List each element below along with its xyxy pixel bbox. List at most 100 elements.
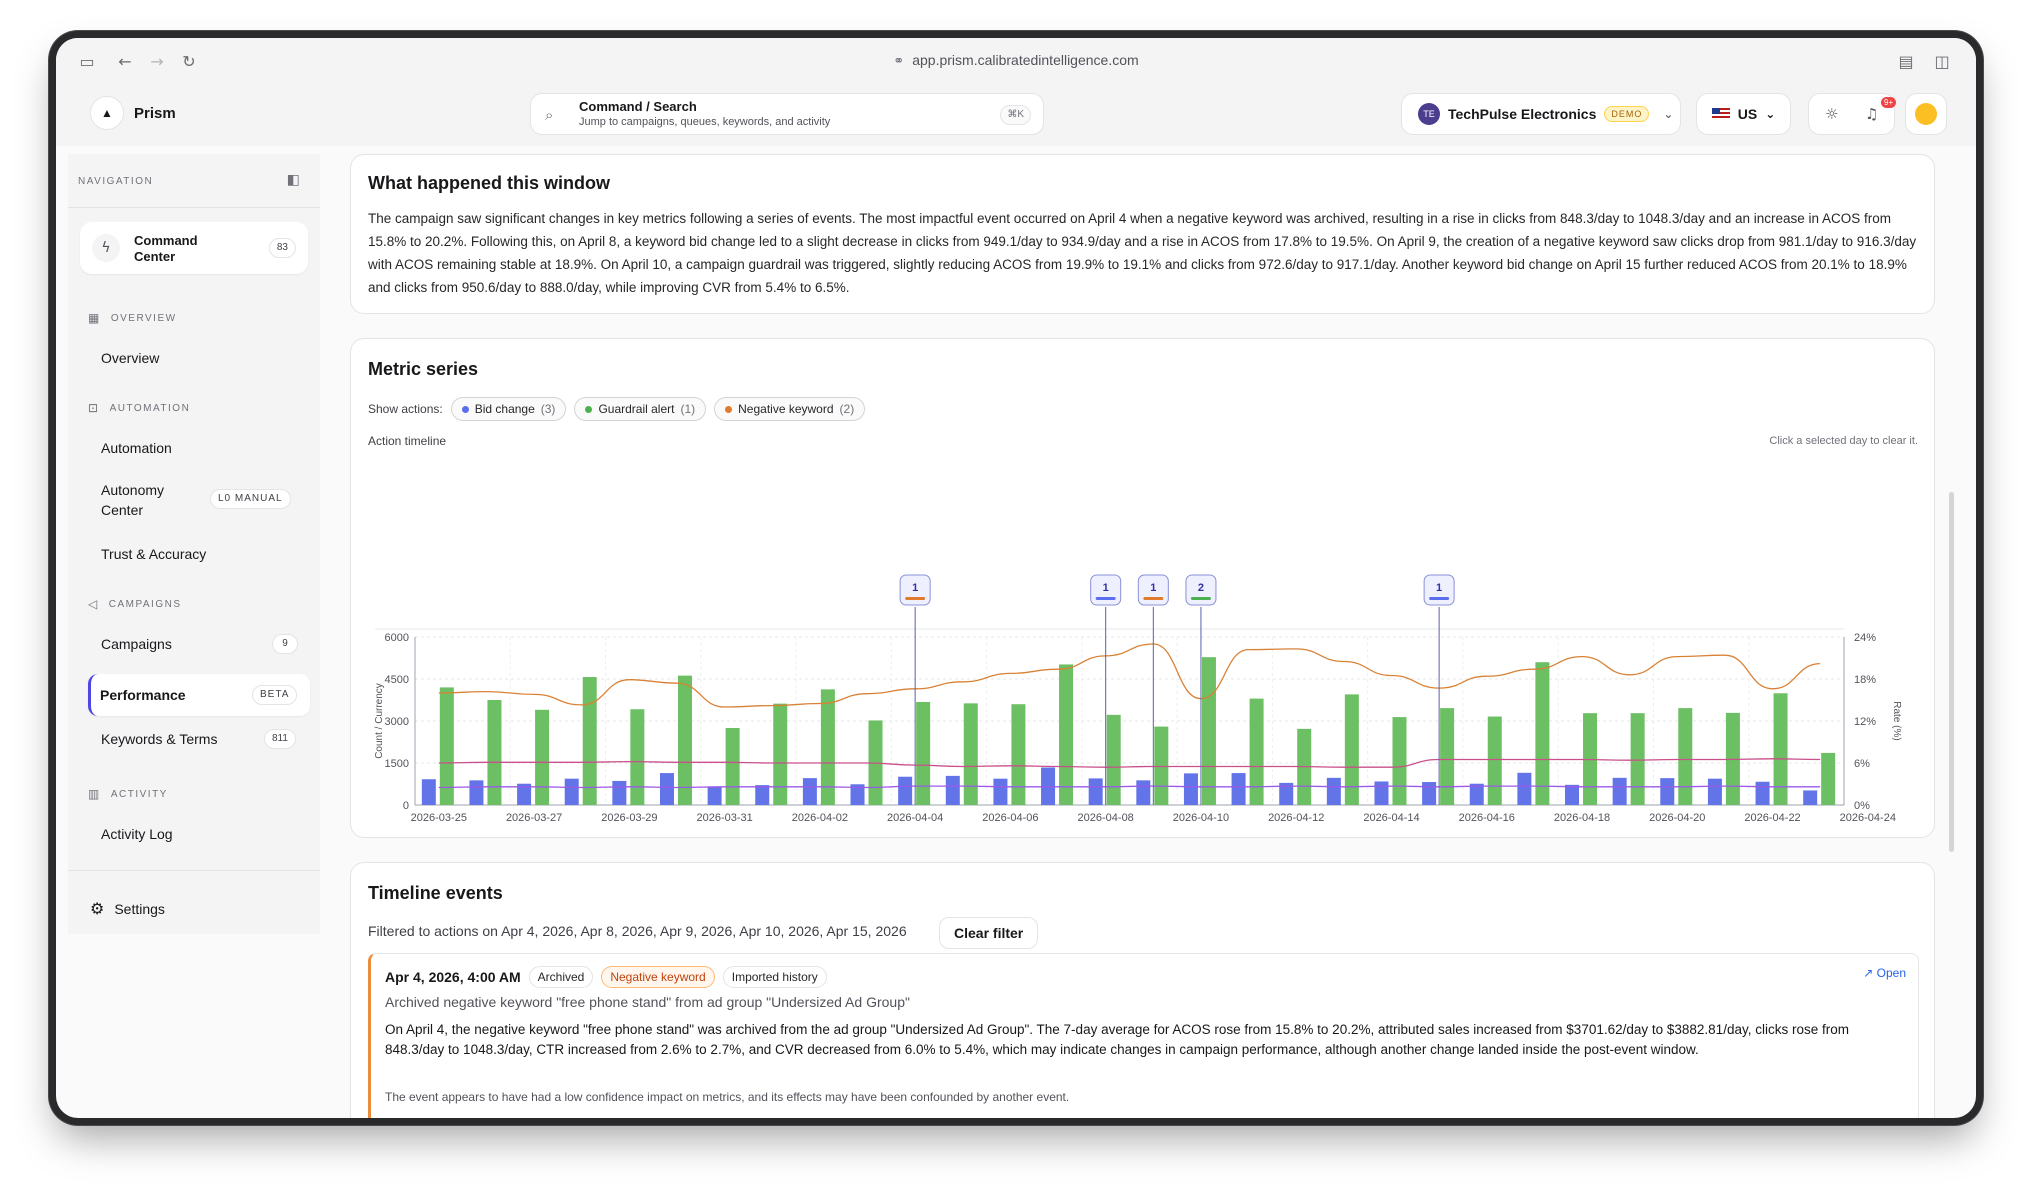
x-tick-label: 2026-03-27 xyxy=(506,812,562,824)
x-tick-label: 2026-04-12 xyxy=(1268,812,1324,824)
divider xyxy=(68,870,320,871)
performance-label: Performance xyxy=(100,687,186,703)
action-timeline-label: Action timeline xyxy=(368,434,447,448)
account-name: TechPulse Electronics xyxy=(1448,106,1597,122)
bar-attributed-sales xyxy=(1678,708,1693,805)
command-search[interactable]: ⌕ Command / Search Jump to campaigns, qu… xyxy=(530,93,1044,135)
open-event-link[interactable]: ↗ Open xyxy=(1863,966,1906,980)
x-tick-label: 2026-04-18 xyxy=(1554,812,1610,824)
timeline-card: Timeline events Filtered to actions on A… xyxy=(350,862,1935,1118)
clear-filter-button[interactable]: Clear filter xyxy=(939,917,1039,949)
event-date: Apr 4, 2026, 4:00 AM xyxy=(385,969,521,985)
clear-hint: Click a selected day to clear it. xyxy=(1769,435,1918,447)
command-center-item[interactable]: ϟ Command Center 83 xyxy=(80,222,308,274)
bar-attributed-sales xyxy=(1440,708,1455,805)
forward-arrow-icon[interactable]: → xyxy=(150,52,164,71)
browser-window: ▭ ← → ↻ ⚭ app.prism.calibratedintelligenc… xyxy=(56,38,1976,1118)
sidebar-item-autonomy-center[interactable]: Autonomy Center xyxy=(101,482,165,518)
summary-text: The campaign saw significant changes in … xyxy=(368,211,1917,295)
split-view-icon[interactable]: ◫ xyxy=(1934,52,1950,71)
filter-label: Bid change xyxy=(474,402,535,416)
bar-clicks xyxy=(898,776,913,805)
filter-negative-keyword[interactable]: Negative keyword (2) xyxy=(714,397,866,421)
sidebar-item-overview[interactable]: Overview xyxy=(101,350,160,366)
bar-attributed-sales xyxy=(677,675,692,805)
bid-change-dot xyxy=(461,405,469,413)
app-name: Prism xyxy=(134,104,176,122)
reader-icon[interactable]: ▤ xyxy=(1898,52,1914,71)
section-overview-label: OVERVIEW xyxy=(110,312,177,324)
reload-icon[interactable]: ↻ xyxy=(182,52,196,71)
timeline-filter-text: Filtered to actions on Apr 4, 2026, Apr … xyxy=(368,923,907,939)
x-tick-label: 2026-04-14 xyxy=(1363,812,1419,824)
filter-guardrail-alert[interactable]: Guardrail alert (1) xyxy=(574,397,707,421)
user-avatar[interactable] xyxy=(1905,93,1947,135)
x-tick-label: 2026-04-16 xyxy=(1459,812,1515,824)
sidebar-item-automation[interactable]: Automation xyxy=(101,440,172,456)
brand[interactable]: ▲ Prism xyxy=(86,94,188,132)
bar-attributed-sales xyxy=(725,728,740,805)
bar-attributed-sales xyxy=(1154,726,1169,805)
settings-link[interactable]: ⚙ Settings xyxy=(90,899,165,918)
bar-clicks xyxy=(1326,777,1341,805)
bar-clicks xyxy=(1469,783,1484,805)
sidebar-item-trust-accuracy[interactable]: Trust & Accuracy xyxy=(101,546,207,562)
grid-icon: ▦ xyxy=(88,311,101,325)
filter-count: (3) xyxy=(540,402,556,416)
bar-clicks xyxy=(1565,784,1580,805)
timeline-event[interactable]: Apr 4, 2026, 4:00 AM Archived Negative k… xyxy=(368,953,1919,1118)
theme-toggle-icon[interactable]: ☼ xyxy=(1825,105,1839,123)
x-tick-label: 2026-04-22 xyxy=(1744,812,1800,824)
clipboard-icon: ▥ xyxy=(88,787,101,801)
sidebar-item-campaigns[interactable]: Campaigns xyxy=(101,636,172,652)
notification-badge: 9+ xyxy=(1881,97,1897,108)
marker-type-bar xyxy=(1143,597,1164,600)
event-status-tag: Archived xyxy=(528,966,594,988)
x-tick-label: 2026-03-31 xyxy=(696,812,752,824)
filter-label: Negative keyword xyxy=(738,402,834,416)
x-tick-label: 2026-03-25 xyxy=(411,812,467,824)
demo-badge: DEMO xyxy=(1604,106,1650,122)
account-switcher[interactable]: TE TechPulse Electronics DEMO ⌄ xyxy=(1401,93,1681,135)
collapse-sidebar-icon[interactable]: ◧ xyxy=(286,172,300,188)
sidebar-toggle-icon[interactable]: ▭ xyxy=(79,52,95,71)
search-icon: ⌕ xyxy=(545,106,554,124)
event-type-tag: Negative keyword xyxy=(601,966,715,988)
y-tick-label-left: 6000 xyxy=(385,632,409,644)
command-center-count: 83 xyxy=(268,238,296,258)
bar-attributed-sales xyxy=(820,689,835,805)
region-selector[interactable]: US ⌄ xyxy=(1696,93,1791,135)
bar-attributed-sales xyxy=(535,709,550,805)
bar-clicks xyxy=(1374,781,1389,805)
marker-count: 1 xyxy=(1103,582,1109,594)
bar-clicks xyxy=(1183,773,1198,805)
sidebar: NAVIGATION ◧ ϟ Command Center 83 ▦ OVERVI… xyxy=(68,154,320,934)
bar-clicks xyxy=(1231,773,1246,805)
bell-icon[interactable]: ♫ xyxy=(1865,105,1879,123)
scrollbar[interactable] xyxy=(1949,492,1954,852)
address-bar[interactable]: ⚭ app.prism.calibratedintelligence.com xyxy=(56,52,1976,69)
marker-type-bar xyxy=(1190,597,1211,600)
bar-clicks xyxy=(755,785,770,805)
filter-count: (2) xyxy=(839,402,855,416)
marker-count: 1 xyxy=(1150,582,1156,594)
line-acos xyxy=(438,643,1821,708)
bar-clicks xyxy=(1707,778,1722,805)
bar-clicks xyxy=(1422,782,1437,805)
guardrail-dot xyxy=(585,405,593,413)
sidebar-item-keywords[interactable]: Keywords & Terms xyxy=(101,731,218,747)
x-tick-label: 2026-04-06 xyxy=(982,812,1038,824)
y-axis-title-right: Rate (%) xyxy=(1891,701,1902,740)
us-flag-icon xyxy=(1711,108,1730,120)
y-tick-label-left: 3000 xyxy=(385,716,409,728)
bar-clicks xyxy=(1660,778,1675,805)
filter-bid-change[interactable]: Bid change (3) xyxy=(450,397,567,421)
line-ctr xyxy=(438,785,1821,789)
timeline-title: Timeline events xyxy=(368,883,503,903)
marker-type-bar xyxy=(905,597,926,600)
prism-logo-icon: ▲ xyxy=(90,96,124,130)
metric-series-card: Metric series Show actions: Bid change (3… xyxy=(350,338,1935,838)
open-label: Open xyxy=(1876,966,1906,980)
sidebar-item-activity-log[interactable]: Activity Log xyxy=(101,826,173,842)
back-arrow-icon[interactable]: ← xyxy=(118,52,132,71)
